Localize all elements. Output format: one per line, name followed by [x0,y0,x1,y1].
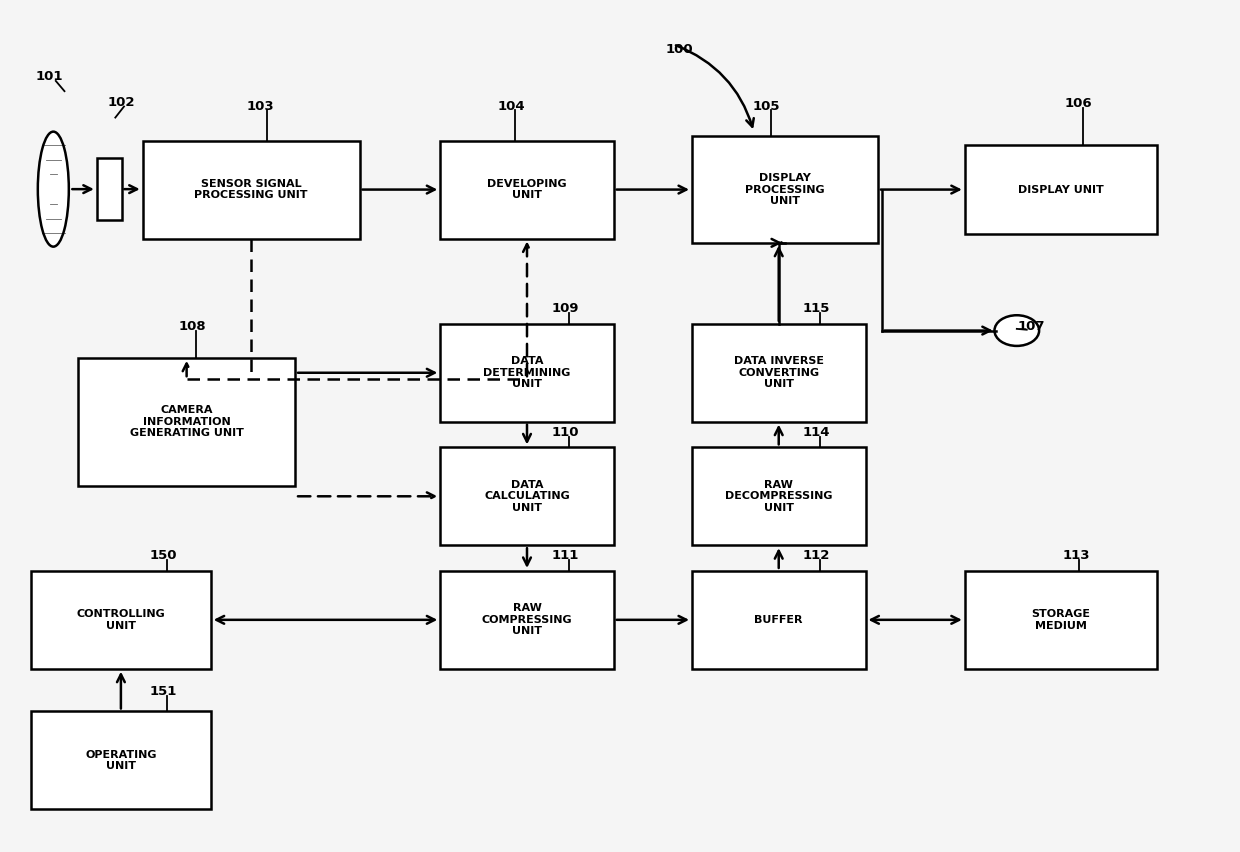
FancyBboxPatch shape [965,571,1157,669]
FancyBboxPatch shape [31,711,211,809]
FancyBboxPatch shape [692,136,878,243]
Text: 111: 111 [552,549,579,562]
Text: 108: 108 [179,320,206,333]
Text: 102: 102 [108,95,135,109]
FancyBboxPatch shape [440,447,614,545]
Text: DISPLAY UNIT: DISPLAY UNIT [1018,185,1104,194]
Text: 151: 151 [150,685,177,699]
FancyBboxPatch shape [440,141,614,239]
FancyBboxPatch shape [965,145,1157,234]
Text: 103: 103 [247,100,274,113]
Bar [97,158,122,220]
Circle shape [994,315,1039,346]
FancyBboxPatch shape [440,324,614,422]
Text: 104: 104 [497,100,525,113]
FancyBboxPatch shape [31,571,211,669]
Ellipse shape [37,131,68,247]
Text: 106: 106 [1065,97,1092,111]
Text: DISPLAY
PROCESSING
UNIT: DISPLAY PROCESSING UNIT [745,173,825,206]
FancyBboxPatch shape [78,358,295,486]
Text: CONTROLLING
UNIT: CONTROLLING UNIT [77,609,165,630]
Text: 105: 105 [753,100,780,113]
Text: DATA INVERSE
CONVERTING
UNIT: DATA INVERSE CONVERTING UNIT [734,356,823,389]
Text: 107: 107 [1018,320,1045,333]
Text: DATA
CALCULATING
UNIT: DATA CALCULATING UNIT [484,480,570,513]
Text: RAW
DECOMPRESSING
UNIT: RAW DECOMPRESSING UNIT [725,480,832,513]
Text: DEVELOPING
UNIT: DEVELOPING UNIT [487,179,567,200]
Text: 114: 114 [802,426,830,440]
Text: SENSOR SIGNAL
PROCESSING UNIT: SENSOR SIGNAL PROCESSING UNIT [195,179,308,200]
Text: 101: 101 [36,70,63,83]
Text: 109: 109 [552,302,579,315]
Text: 115: 115 [802,302,830,315]
FancyBboxPatch shape [692,447,866,545]
FancyBboxPatch shape [692,571,866,669]
Text: DATA
DETERMINING
UNIT: DATA DETERMINING UNIT [484,356,570,389]
Text: RAW
COMPRESSING
UNIT: RAW COMPRESSING UNIT [481,603,573,636]
Text: 113: 113 [1063,549,1090,562]
FancyBboxPatch shape [440,571,614,669]
Text: BUFFER: BUFFER [754,615,804,625]
Text: STORAGE
MEDIUM: STORAGE MEDIUM [1032,609,1090,630]
Text: 112: 112 [802,549,830,562]
Text: 110: 110 [552,426,579,440]
Text: 150: 150 [150,549,177,562]
FancyBboxPatch shape [692,324,866,422]
Text: OPERATING
UNIT: OPERATING UNIT [86,750,156,771]
Text: 100: 100 [666,43,693,56]
FancyBboxPatch shape [143,141,360,239]
Text: CAMERA
INFORMATION
GENERATING UNIT: CAMERA INFORMATION GENERATING UNIT [130,406,243,438]
